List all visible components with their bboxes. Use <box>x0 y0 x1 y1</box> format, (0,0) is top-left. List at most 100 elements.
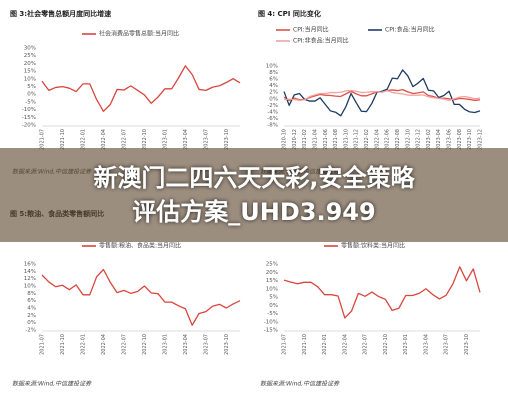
x-tick-label: 2021-10 <box>343 129 349 150</box>
x-tick-label: 2021-10 <box>60 129 66 150</box>
x-tick-label: 2020-10 <box>282 129 288 150</box>
y-tick-label: -15% <box>264 328 278 334</box>
x-tick-label: 2023-04 <box>183 334 189 355</box>
x-tick-label: 2023-07 <box>203 129 209 150</box>
x-tick-label: 2023-10 <box>467 129 473 150</box>
y-tick-label: 10% <box>266 286 278 292</box>
y-tick-label: 2% <box>27 313 36 319</box>
x-tick-label: 2022-04 <box>374 129 380 150</box>
data-line <box>41 65 241 112</box>
x-tick-label: 2022-06 <box>385 129 391 150</box>
x-tick-label: 2023-04 <box>436 129 442 150</box>
x-tick-label: 2021-04 <box>312 129 318 150</box>
legend-label: 社会消费品零售总额:当月同比 <box>99 30 179 38</box>
x-tick-label: 2022-04 <box>342 334 348 355</box>
y-tick-label: -20% <box>22 123 36 129</box>
y-tick-label: 20% <box>24 61 36 67</box>
y-tick-label: 30% <box>24 46 36 52</box>
y-tick-label: 6% <box>269 77 278 83</box>
y-tick-label: 12% <box>24 276 36 282</box>
x-tick-label: 2023-01 <box>403 334 409 355</box>
overlay-banner: 新澳门二四六天天彩,安全策略 评估方案_UHD3.949 <box>0 148 508 242</box>
x-tick-label: 2022-01 <box>80 129 86 150</box>
banner-line: 新澳门二四六天天彩,安全策略 <box>93 164 415 192</box>
y-tick-label: 25% <box>266 262 278 268</box>
x-tick-label: 2023-01 <box>162 129 168 150</box>
x-tick-label: 2022-12 <box>416 129 422 150</box>
x-tick-label: 2022-04 <box>101 129 107 150</box>
x-tick-label: 2021-02 <box>302 129 308 150</box>
x-tick-label: 2022-07 <box>363 334 369 355</box>
x-tick-label: 2023-07 <box>203 334 209 355</box>
x-tick-label: 2023-07 <box>444 334 450 355</box>
x-tick-label: 2022-04 <box>101 334 107 355</box>
x-tick-label: 2023-04 <box>183 129 189 150</box>
x-tick-label: 2021-06 <box>323 129 329 150</box>
x-tick-label: 2022-10 <box>405 129 411 150</box>
y-tick-label: -10% <box>22 107 36 113</box>
y-tick-label: 0% <box>269 303 278 309</box>
y-tick-label: 5% <box>269 295 278 301</box>
x-tick-label: 2021-07 <box>40 129 46 150</box>
y-tick-label: 2% <box>269 90 278 96</box>
x-tick-label: 2021-10 <box>60 334 66 355</box>
x-tick-label: 2022-10 <box>142 334 148 355</box>
x-tick-label: 2022-10 <box>383 334 389 355</box>
y-tick-label: 16% <box>24 262 36 268</box>
y-tick-label: 4% <box>269 83 278 89</box>
y-tick-label: 10% <box>266 64 278 70</box>
banner-line: 评估方案_UHD3.949 <box>132 198 376 226</box>
y-tick-label: 14% <box>24 269 36 275</box>
y-tick-label: 0% <box>27 92 36 98</box>
legend-label: CPI:非食品:当月同比 <box>293 37 349 45</box>
x-tick-label: 2021-07 <box>282 334 288 355</box>
x-tick-label: 2023-10 <box>224 334 230 355</box>
x-tick-label: 2021-07 <box>40 334 46 355</box>
x-tick-label: 2022-10 <box>142 129 148 150</box>
legend-label: CPI:当月同比 <box>293 26 329 34</box>
y-tick-label: 20% <box>266 270 278 276</box>
legend-label: 零售额:粮油、食品类:当月同比 <box>99 242 181 250</box>
y-tick-label: 15% <box>266 278 278 284</box>
y-tick-label: 8% <box>269 70 278 76</box>
x-tick-label: 2023-10 <box>464 334 470 355</box>
y-tick-label: 10% <box>24 76 36 82</box>
x-tick-label: 2023-04 <box>423 334 429 355</box>
x-tick-label: 2021-10 <box>302 334 308 355</box>
y-tick-label: 6% <box>27 298 36 304</box>
x-tick-label: 2022-08 <box>395 129 401 150</box>
x-tick-label: 2022-07 <box>121 129 127 150</box>
legend-label: CPI:食品:当月同比 <box>385 26 435 34</box>
x-tick-label: 2022-02 <box>364 129 370 150</box>
x-tick-label: 2022-01 <box>322 334 328 355</box>
x-tick-label: 2022-07 <box>121 334 127 355</box>
x-tick-label: 2020-12 <box>292 129 298 150</box>
x-tick-label: 2021-08 <box>333 129 339 150</box>
y-tick-label: 0% <box>27 320 36 326</box>
y-tick-label: -2% <box>267 103 278 109</box>
y-tick-label: 0% <box>269 96 278 102</box>
x-tick-label: 2023-12 <box>478 129 484 150</box>
y-tick-label: 8% <box>27 291 36 297</box>
data-line <box>41 268 241 326</box>
data-line <box>283 266 481 319</box>
y-tick-label: 5% <box>27 84 36 90</box>
chart-title: 图 4: CPI 同比变化 <box>258 9 321 18</box>
x-tick-label: 2023-02 <box>426 129 432 150</box>
chart-title: 图 3:社会零售总额月度同比增速 <box>10 9 111 18</box>
y-tick-label: 25% <box>24 53 36 59</box>
y-tick-label: -2% <box>25 328 36 334</box>
y-tick-label: -10% <box>264 319 278 325</box>
source-note: 数据来源:Wind,中信建投证券 <box>12 380 92 388</box>
x-tick-label: 2023-06 <box>447 129 453 150</box>
y-tick-label: 15% <box>24 69 36 75</box>
x-tick-label: 2022-01 <box>80 334 86 355</box>
y-tick-label: -5% <box>267 311 278 317</box>
x-tick-label: 2023-08 <box>457 129 463 150</box>
y-tick-label: -4% <box>267 109 278 115</box>
y-tick-label: -15% <box>22 115 36 121</box>
y-tick-label: 10% <box>24 284 36 290</box>
x-tick-label: 2023-01 <box>162 334 168 355</box>
